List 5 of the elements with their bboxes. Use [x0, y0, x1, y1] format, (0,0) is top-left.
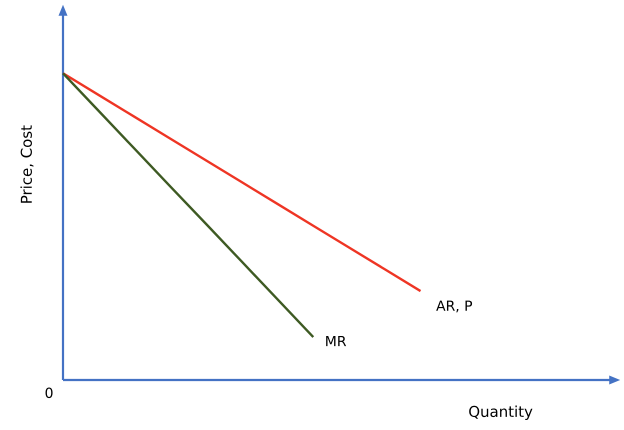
- text: 0: [46, 388, 53, 398]
- y-axis-title: Price, Cost: [20, 125, 34, 203]
- x-axis-title: Quantity: [469, 406, 532, 420]
- series-label: AR, P: [436, 300, 472, 312]
- series-label: MR: [326, 336, 346, 346]
